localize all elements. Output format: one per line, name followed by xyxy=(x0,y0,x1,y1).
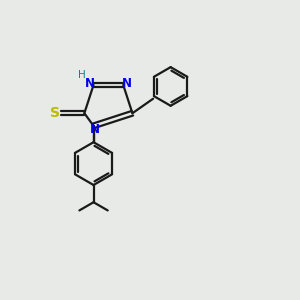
Text: N: N xyxy=(85,77,95,90)
Text: H: H xyxy=(78,70,86,80)
Text: S: S xyxy=(50,106,60,120)
Text: N: N xyxy=(122,77,132,90)
Text: N: N xyxy=(90,123,100,136)
